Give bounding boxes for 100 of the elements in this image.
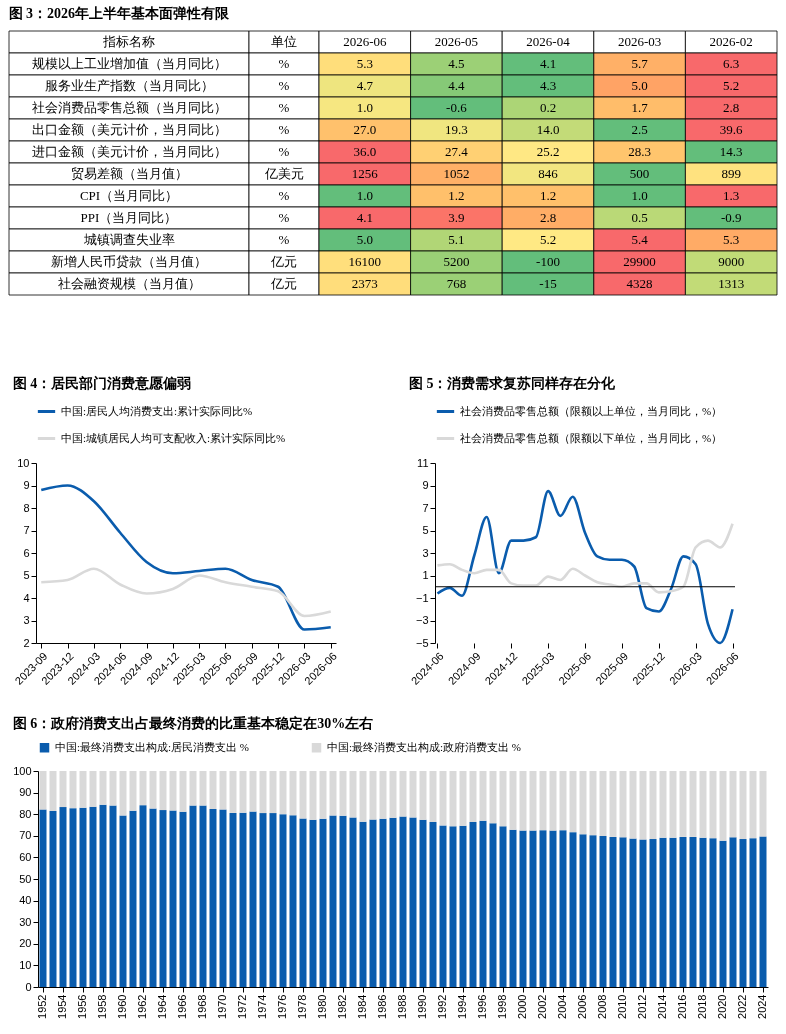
line-series bbox=[39, 567, 333, 618]
bar bbox=[109, 805, 117, 987]
bar bbox=[739, 771, 747, 840]
data-label: -100 bbox=[536, 254, 560, 269]
bar bbox=[409, 771, 417, 818]
data-label: 14.0 bbox=[536, 122, 560, 137]
bar bbox=[289, 771, 297, 816]
data-label: 2.5 bbox=[631, 122, 648, 137]
y-tick-label: 40 bbox=[19, 894, 32, 907]
data-label: -0.9 bbox=[720, 210, 742, 225]
bar bbox=[209, 809, 217, 987]
x-tick-label: 2022 bbox=[736, 994, 748, 1019]
y-tick-label: 5 bbox=[23, 569, 30, 581]
bar bbox=[79, 807, 87, 987]
y-tick-label: 7 bbox=[422, 501, 429, 514]
x-tick-label: 1956 bbox=[76, 994, 88, 1019]
bar bbox=[659, 771, 667, 838]
data-label: 27.4 bbox=[445, 144, 469, 159]
y-tick-label: 3 bbox=[422, 546, 429, 559]
bar bbox=[649, 771, 657, 840]
data-label: 16100 bbox=[348, 254, 382, 269]
x-tick-label: 1952 bbox=[36, 994, 48, 1019]
bar bbox=[299, 818, 307, 987]
bar bbox=[759, 836, 767, 987]
bar bbox=[739, 839, 747, 987]
bar bbox=[159, 810, 167, 987]
bar bbox=[199, 771, 207, 806]
x-tick-label: 2006 bbox=[576, 994, 588, 1019]
y-tick-label: 6 bbox=[23, 546, 30, 559]
bar bbox=[699, 837, 707, 987]
bar bbox=[419, 771, 427, 820]
x-tick-label: 1968 bbox=[196, 994, 208, 1019]
bar bbox=[359, 771, 367, 822]
bar bbox=[629, 838, 637, 987]
data-label: 39.6 bbox=[719, 122, 744, 137]
x-tick-label: 1998 bbox=[496, 994, 508, 1019]
data-label: 3.9 bbox=[448, 210, 465, 225]
x-tick-label: 1966 bbox=[176, 994, 188, 1019]
bar bbox=[559, 771, 567, 831]
y-tick-label: 100 bbox=[13, 764, 32, 777]
x-tick-label: 2004 bbox=[556, 994, 568, 1019]
bar bbox=[249, 771, 257, 812]
data-label: -15 bbox=[539, 276, 557, 291]
bar bbox=[509, 771, 517, 830]
bar bbox=[449, 826, 457, 987]
y2-tick-label: % bbox=[278, 122, 290, 137]
bar bbox=[479, 771, 487, 821]
bar bbox=[229, 771, 237, 813]
bar bbox=[309, 771, 317, 820]
bar bbox=[119, 815, 127, 987]
bar bbox=[709, 838, 717, 987]
bar bbox=[149, 771, 157, 809]
chart-title: 图 6：政府消费支出占最终消费的比重基本稳定在30%左右 bbox=[12, 715, 374, 731]
x-tick-label: 1982 bbox=[336, 994, 348, 1019]
x-tick-label: 2026-03 bbox=[617, 34, 662, 49]
data-label: 1052 bbox=[443, 166, 470, 181]
bar bbox=[679, 836, 687, 987]
bar bbox=[89, 771, 97, 807]
data-label: -0.6 bbox=[446, 100, 468, 115]
data-label: 5.4 bbox=[631, 232, 649, 247]
bar bbox=[649, 839, 657, 987]
bar bbox=[729, 837, 737, 987]
data-label: 1.7 bbox=[631, 100, 649, 115]
bar bbox=[239, 771, 247, 813]
y-tick-label: −5 bbox=[415, 636, 429, 649]
bar bbox=[99, 771, 107, 805]
bar bbox=[419, 819, 427, 987]
bar bbox=[289, 815, 297, 987]
bar bbox=[89, 806, 97, 987]
bar bbox=[349, 817, 357, 987]
x-tick-label: 2026-06 bbox=[343, 34, 387, 49]
bar bbox=[459, 771, 467, 826]
x-tick-label: 1964 bbox=[156, 994, 168, 1019]
x-tick-label: 1954 bbox=[56, 994, 68, 1019]
bar bbox=[559, 830, 567, 987]
bar bbox=[489, 823, 497, 987]
data-label: 9000 bbox=[718, 254, 745, 269]
x-tick-label: 1958 bbox=[96, 994, 108, 1019]
bar bbox=[59, 771, 67, 808]
data-label: 5.7 bbox=[631, 56, 649, 71]
x-tick-label: 1962 bbox=[136, 994, 148, 1019]
text: 图 3：2026年上半年基本面弹性有限 bbox=[8, 4, 231, 21]
y-tick-label: 5 bbox=[422, 524, 429, 536]
data-label: 4.5 bbox=[448, 56, 465, 71]
y-tick-label: −3 bbox=[415, 614, 429, 626]
legend-label: 社会消费品零售总额（限额以下单位，当月同比，%） bbox=[460, 431, 723, 444]
x-tick-label: 1996 bbox=[476, 994, 488, 1019]
bar bbox=[469, 821, 477, 987]
data-label: 29900 bbox=[623, 254, 656, 269]
data-label: 25.2 bbox=[536, 144, 560, 159]
bar bbox=[529, 830, 537, 987]
y-tick-label: 11 bbox=[417, 456, 429, 469]
bar bbox=[659, 837, 667, 987]
y-tick-label: 90 bbox=[19, 786, 32, 799]
y2-tick-label: % bbox=[278, 56, 290, 71]
y2-tick-label: % bbox=[278, 188, 290, 203]
y-tick-label: 70 bbox=[19, 829, 32, 842]
line-series bbox=[436, 522, 734, 594]
y-tick-label: 社会消费品零售总额（当月同比） bbox=[31, 100, 227, 115]
data-label: 1.3 bbox=[723, 188, 740, 203]
